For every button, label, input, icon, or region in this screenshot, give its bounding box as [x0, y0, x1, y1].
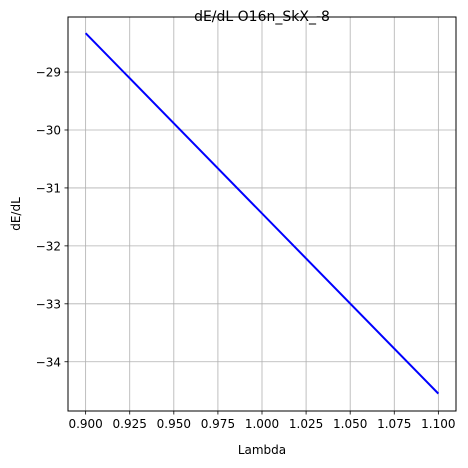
x-tick-label: 1.000 [245, 417, 279, 431]
x-axis: 0.900 0.925 0.950 0.975 1.000 1.025 1.050 1.075… [68, 411, 456, 431]
y-tick-label: −29 [36, 66, 61, 80]
y-tick-label: −30 [36, 123, 61, 137]
y-tick-label: −34 [36, 355, 61, 369]
x-tick-label: 0.950 [157, 417, 191, 431]
chart-title: dE/dL O16n_SkX_-8 [194, 9, 330, 25]
x-tick-label: 1.025 [289, 417, 323, 431]
x-tick-label: 1.075 [377, 417, 411, 431]
x-tick-label: 0.925 [113, 417, 147, 431]
x-tick-label: 0.900 [68, 417, 102, 431]
x-tick-label: 1.050 [333, 417, 367, 431]
x-tick-label: 1.100 [421, 417, 455, 431]
y-tick-label: −31 [36, 181, 61, 195]
x-axis-title: Lambda [238, 443, 286, 457]
y-tick-label: −32 [36, 239, 61, 253]
y-tick-label: −33 [36, 297, 61, 311]
series-line [84, 32, 440, 395]
x-tick-label: 0.975 [201, 417, 235, 431]
y-axis: −34 −33 −32 −31 −30 −29 [36, 66, 68, 369]
series-layer [84, 32, 440, 395]
y-axis-title: dE/dL [9, 197, 23, 231]
